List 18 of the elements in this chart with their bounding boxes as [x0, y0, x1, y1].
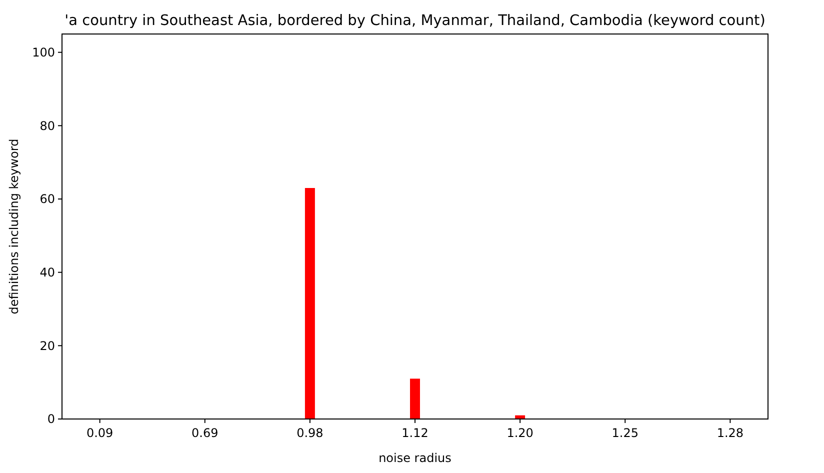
chart-title: 'a country in Southeast Asia, bordered by China, Myanmar, Thailand, Cambodia (keyword count) — [64, 13, 766, 29]
x-tick-label: 1.25 — [612, 426, 638, 440]
x-tick-label: 1.20 — [506, 426, 534, 440]
bar — [410, 378, 420, 419]
x-axis-title: noise radius — [378, 451, 452, 465]
y-tick-label: 20 — [40, 338, 55, 353]
y-tick-label: 100 — [32, 46, 55, 60]
y-axis-title: definitions including keyword — [7, 138, 21, 314]
y-tick-label: 80 — [40, 118, 55, 133]
x-tick-label: 1.28 — [716, 426, 744, 440]
x-tick-label: 0.69 — [192, 426, 218, 440]
bar — [304, 188, 315, 419]
y-tick-label: 40 — [40, 266, 55, 280]
x-tick-label: 1.12 — [402, 426, 428, 440]
x-tick-label: 0.09 — [86, 426, 114, 440]
y-tick-label: 60 — [40, 192, 55, 206]
x-tick-label: 0.98 — [296, 426, 324, 440]
y-tick-label: 0 — [47, 412, 55, 426]
